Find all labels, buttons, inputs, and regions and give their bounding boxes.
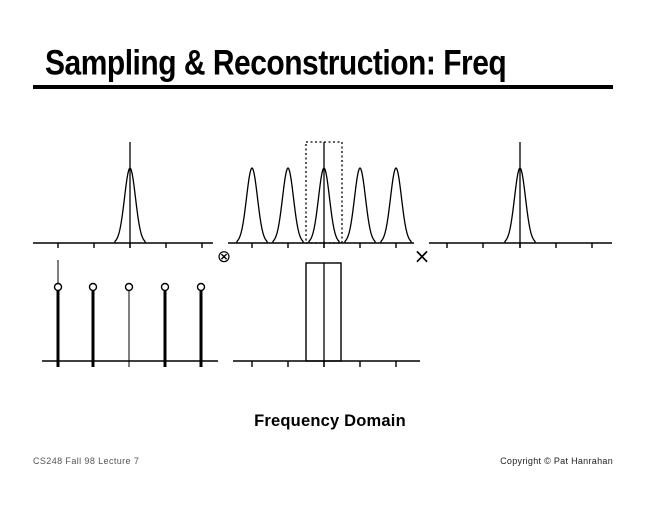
impulse-circle	[53, 282, 63, 292]
replicated-spectra-peak	[380, 166, 412, 243]
impulse-circle	[88, 282, 98, 292]
title-underline	[33, 85, 613, 89]
impulse-circle	[196, 282, 206, 292]
footer-course-label: CS248 Fall 98 Lecture 7	[33, 456, 140, 466]
replicated-spectra-peak	[344, 166, 376, 243]
caption-frequency-domain: Frequency Domain	[254, 412, 406, 430]
convolution-operator: ⊗	[217, 247, 231, 267]
replicated-spectra-peak	[272, 166, 304, 243]
footer-copyright: Copyright © Pat Hanrahan	[500, 456, 613, 466]
reconstruction-filter-outline	[305, 141, 343, 244]
replicated-spectra-peak	[236, 166, 268, 243]
impulse-circle	[160, 282, 170, 292]
multiplication-operator: ×	[414, 244, 431, 268]
slide-title: Sampling & Reconstruction: Freq	[45, 44, 507, 83]
impulse-circle	[124, 282, 134, 292]
